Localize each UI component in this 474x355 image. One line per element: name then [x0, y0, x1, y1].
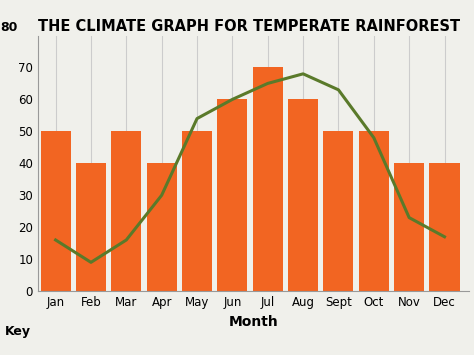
Bar: [182, 131, 212, 291]
Bar: [323, 131, 354, 291]
Bar: [394, 163, 424, 291]
Bar: [359, 131, 389, 291]
Bar: [111, 131, 141, 291]
Bar: [288, 99, 318, 291]
Bar: [146, 163, 177, 291]
Text: 80: 80: [0, 21, 18, 34]
Text: Key: Key: [5, 326, 31, 338]
Bar: [429, 163, 459, 291]
Text: THE CLIMATE GRAPH FOR TEMPERATE RAINFOREST: THE CLIMATE GRAPH FOR TEMPERATE RAINFORE…: [38, 19, 460, 34]
Bar: [218, 99, 247, 291]
Bar: [76, 163, 106, 291]
Bar: [41, 131, 71, 291]
X-axis label: Month: Month: [229, 315, 278, 328]
Bar: [253, 67, 283, 291]
